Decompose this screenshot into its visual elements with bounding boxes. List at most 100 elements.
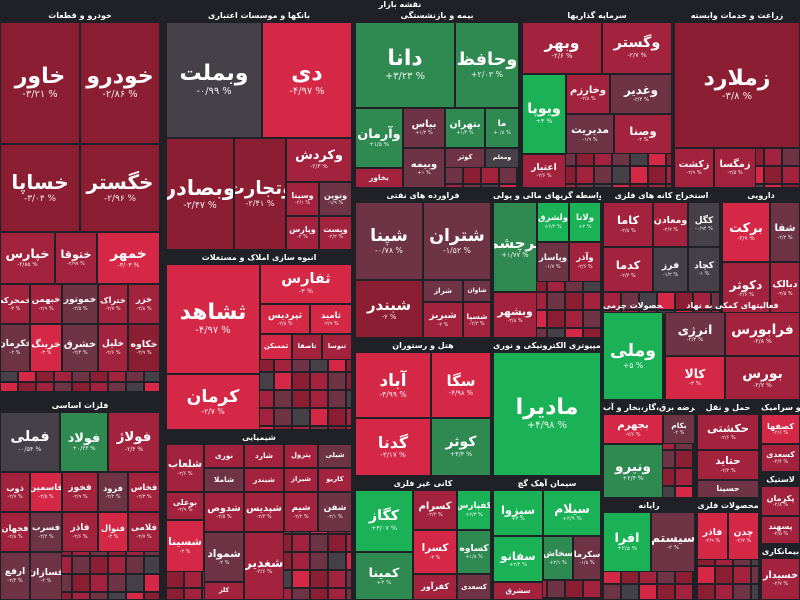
minor-stock-tile[interactable] — [292, 372, 310, 390]
stock-tile[interactable]: شیلی — [318, 444, 352, 468]
minor-stock-tile[interactable] — [463, 184, 481, 188]
stock-tile[interactable]: خپارس -۲/۸۵ % — [0, 232, 55, 284]
stock-tile[interactable]: وتجارت-۲/۴۱ % — [234, 138, 286, 250]
minor-stock-tile[interactable] — [144, 592, 160, 600]
stock-tile[interactable]: دانا +۳/۲۳ % — [355, 22, 455, 108]
stock-tile[interactable]: وخارزم -۲/۸ % — [566, 74, 610, 114]
stock-tile[interactable]: وپست -۲/۲ % — [319, 216, 352, 250]
minor-stock-tile[interactable] — [675, 468, 693, 486]
stock-tile[interactable]: بیاس +۱/۲ % — [403, 108, 445, 148]
stock-tile[interactable]: مدیریت -۱/۹ % — [566, 114, 614, 154]
stock-tile[interactable]: شسپا -۲/۲ % — [463, 302, 491, 338]
minor-stock-tile[interactable] — [517, 166, 519, 184]
stock-tile[interactable]: شیراز — [284, 468, 318, 492]
minor-stock-tile[interactable] — [346, 390, 352, 408]
minor-stock-tile[interactable] — [310, 570, 328, 588]
minor-stock-tile[interactable] — [583, 328, 601, 338]
stock-tile[interactable]: ولشرق +۲/۳ % — [537, 202, 569, 242]
stock-tile[interactable]: دی -۴/۹۷ % — [262, 22, 352, 138]
minor-stock-tile[interactable] — [72, 556, 90, 574]
minor-stock-tile[interactable] — [711, 292, 720, 310]
minor-stock-tile[interactable] — [657, 292, 675, 310]
minor-stock-tile[interactable] — [594, 184, 612, 188]
minor-stock-tile[interactable] — [310, 534, 328, 552]
minor-stock-tile[interactable] — [328, 534, 346, 552]
stock-tile[interactable]: ونوین -۱/۹ % — [319, 182, 352, 216]
minor-stock-tile[interactable] — [144, 382, 160, 392]
minor-stock-tile[interactable] — [346, 534, 352, 552]
minor-stock-tile[interactable] — [310, 552, 328, 570]
stock-tile[interactable]: وسینا -۲/۱ % — [286, 182, 319, 216]
stock-tile[interactable]: سرچشمه+۱/۷۷ % — [493, 202, 537, 292]
stock-tile[interactable]: وغدیر -۲/۴ % — [610, 74, 672, 114]
stock-tile[interactable]: کساوه +۱/۸ % — [457, 530, 491, 574]
minor-stock-tile[interactable] — [166, 570, 184, 588]
stock-tile[interactable]: ختراک -۲/۷ % — [98, 284, 128, 324]
stock-tile[interactable]: فرابورس -۲/۸ % — [725, 312, 800, 356]
stock-tile[interactable]: کمینا +۲ % — [355, 552, 413, 600]
stock-tile[interactable]: خموتور -۲/۵ % — [62, 284, 98, 324]
stock-tile[interactable]: وبیمه +۱ % — [403, 148, 445, 188]
stock-tile[interactable]: شاملا — [204, 468, 244, 492]
minor-stock-tile[interactable] — [126, 574, 144, 592]
stock-tile[interactable]: خکرمان-۲ % — [0, 324, 30, 372]
stock-tile[interactable]: ثنوسا — [322, 334, 352, 360]
minor-stock-tile[interactable] — [675, 450, 693, 468]
minor-stock-tile[interactable] — [346, 588, 352, 600]
minor-stock-tile[interactable] — [328, 570, 346, 588]
stock-tile[interactable]: کسعدی -۲/۴ % — [761, 444, 800, 472]
minor-stock-tile[interactable] — [328, 426, 346, 430]
minor-stock-tile[interactable] — [697, 584, 715, 600]
minor-stock-tile[interactable] — [445, 166, 463, 184]
minor-stock-tile[interactable] — [612, 184, 630, 188]
minor-stock-tile[interactable] — [184, 570, 202, 588]
minor-stock-tile[interactable] — [328, 372, 346, 390]
stock-tile[interactable]: ولانا +۲ % — [569, 202, 601, 242]
stock-tile[interactable]: شغدیر -۲/۶ % — [244, 532, 284, 600]
stock-tile[interactable]: بکام -۲ % — [663, 414, 695, 444]
stock-tile[interactable]: وبصادر -۲/۴۷ % — [166, 138, 234, 250]
stock-tile[interactable]: شپنا -۰/۷۸ % — [355, 202, 423, 280]
stock-tile[interactable]: وملی +۵ % — [603, 312, 663, 400]
stock-tile[interactable]: آباد -۴/۹۹ % — [355, 352, 431, 418]
stock-tile[interactable]: کالا -۳ % — [665, 356, 725, 400]
minor-stock-tile[interactable] — [547, 310, 565, 328]
minor-stock-tile[interactable] — [292, 408, 310, 426]
stock-tile[interactable]: ونیرو +۲/۴ % — [603, 444, 663, 498]
stock-tile[interactable]: وآذر -۲/۶ % — [569, 242, 601, 282]
minor-stock-tile[interactable] — [144, 556, 160, 574]
minor-stock-tile[interactable] — [499, 184, 517, 188]
minor-stock-tile[interactable] — [463, 166, 481, 184]
stock-tile[interactable]: شراز — [423, 280, 463, 302]
minor-stock-tile[interactable] — [54, 382, 72, 392]
minor-stock-tile[interactable] — [764, 166, 782, 184]
stock-tile[interactable]: زملارد -۳/۸ % — [674, 22, 800, 148]
minor-stock-tile[interactable] — [693, 468, 695, 486]
stock-tile[interactable]: بوعلی -۲/۹ % — [166, 492, 204, 520]
stock-tile[interactable]: خلیل -۲/۶ % — [98, 324, 128, 372]
minor-stock-tile[interactable] — [715, 566, 733, 584]
minor-stock-tile[interactable] — [0, 382, 18, 392]
stock-tile[interactable]: وگستر -۲/۷ % — [602, 22, 672, 74]
minor-stock-tile[interactable] — [90, 592, 108, 600]
minor-stock-tile[interactable] — [715, 584, 733, 600]
stock-tile[interactable]: خکاوه -۲/۹ % — [128, 324, 160, 372]
stock-tile[interactable]: کدما -۲/۳ % — [603, 247, 653, 292]
stock-tile[interactable]: شلعاب -۲/۶ % — [166, 444, 204, 492]
minor-stock-tile[interactable] — [547, 292, 565, 310]
minor-stock-tile[interactable] — [639, 292, 657, 310]
minor-stock-tile[interactable] — [675, 486, 693, 498]
minor-stock-tile[interactable] — [583, 292, 601, 310]
stock-tile[interactable]: فملی -۰/۵۴ % — [0, 412, 60, 472]
stock-tile[interactable]: شفا -۲/۲ % — [770, 202, 800, 262]
minor-stock-tile[interactable] — [733, 566, 751, 584]
minor-stock-tile[interactable] — [630, 184, 648, 188]
stock-tile[interactable]: شپدیس -۲/۳ % — [244, 492, 284, 532]
stock-tile[interactable]: فرز -۱/۲ % — [653, 247, 688, 292]
stock-tile[interactable]: ثمسکن — [260, 334, 292, 360]
stock-tile[interactable]: سگا -۴/۹۸ % — [431, 352, 491, 418]
stock-tile[interactable]: فولاژ -۲/۴ % — [108, 412, 160, 472]
minor-stock-tile[interactable] — [108, 382, 126, 392]
stock-tile[interactable]: کصفها -۲/۶ % — [761, 414, 800, 444]
minor-stock-tile[interactable] — [666, 166, 672, 184]
